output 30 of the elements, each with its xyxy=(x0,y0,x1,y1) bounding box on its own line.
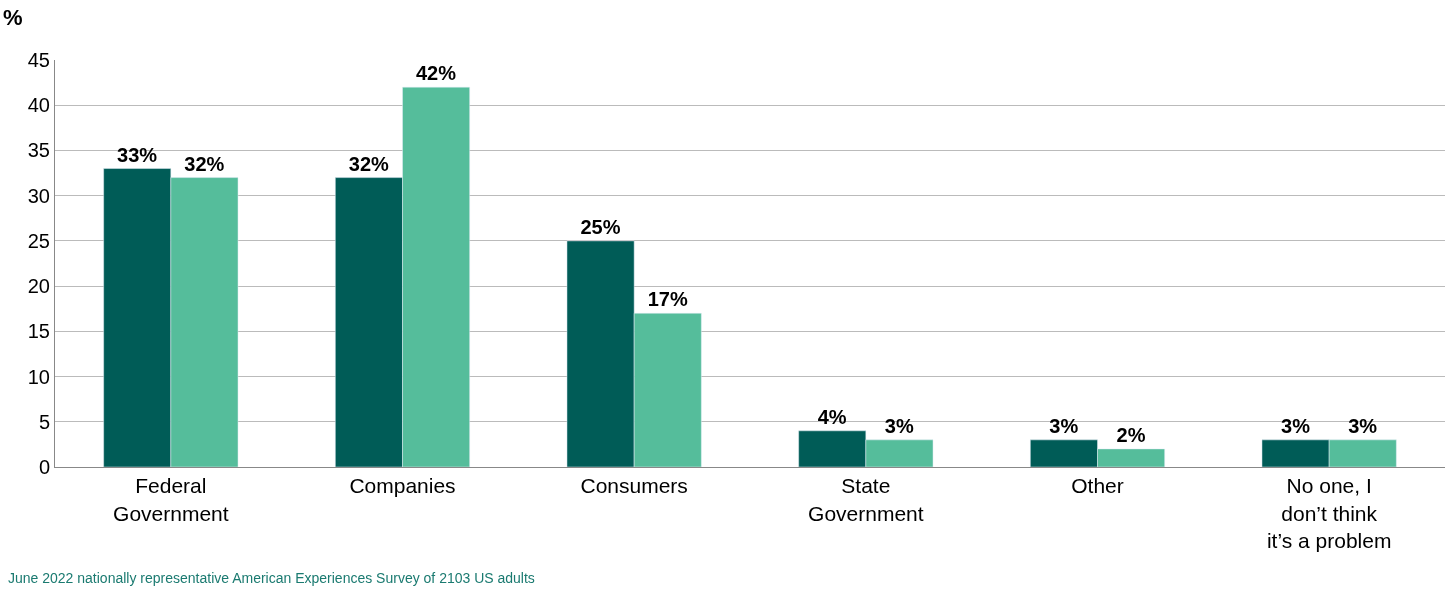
x-tick-label: Federal Government xyxy=(113,474,229,525)
x-tick-label: Consumers xyxy=(580,474,688,498)
x-tick-label: No one, I don’t think it’s a problem xyxy=(1266,474,1392,552)
y-tick-label: 35 xyxy=(27,139,50,162)
data-label: 17% xyxy=(647,288,688,311)
text: June 2022 nationally representative American Experiences Survey of 2103 US adults xyxy=(8,570,535,586)
y-tick-label: 45 xyxy=(27,49,50,71)
data-label: 3% xyxy=(1281,414,1311,437)
y-tick-label: 5 xyxy=(38,410,50,433)
data-label: 3% xyxy=(1049,414,1079,437)
data-label: 2% xyxy=(1116,423,1146,446)
data-label: 3% xyxy=(1348,414,1378,437)
y-tick-label: 0 xyxy=(38,456,50,478)
y-tick-label: 30 xyxy=(27,184,50,207)
y-tick-label: 10 xyxy=(27,365,50,388)
data-label: 3% xyxy=(884,414,914,437)
data-label: 32% xyxy=(184,152,225,175)
data-label: 4% xyxy=(817,405,847,428)
y-axis-title: % xyxy=(3,5,23,30)
data-label: 42% xyxy=(415,62,457,85)
y-tick-label: 20 xyxy=(27,275,50,298)
data-label: 32% xyxy=(348,152,390,175)
data-label: 25% xyxy=(580,215,621,238)
y-tick-label: 25 xyxy=(27,229,50,252)
x-tick-label: Other xyxy=(1071,474,1124,498)
x-tick-label: State Government xyxy=(808,474,924,525)
y-tick-label: 40 xyxy=(27,94,50,117)
data-label: 33% xyxy=(117,143,158,166)
y-tick-label: 15 xyxy=(27,320,50,343)
x-tick-label: Companies xyxy=(349,474,456,498)
